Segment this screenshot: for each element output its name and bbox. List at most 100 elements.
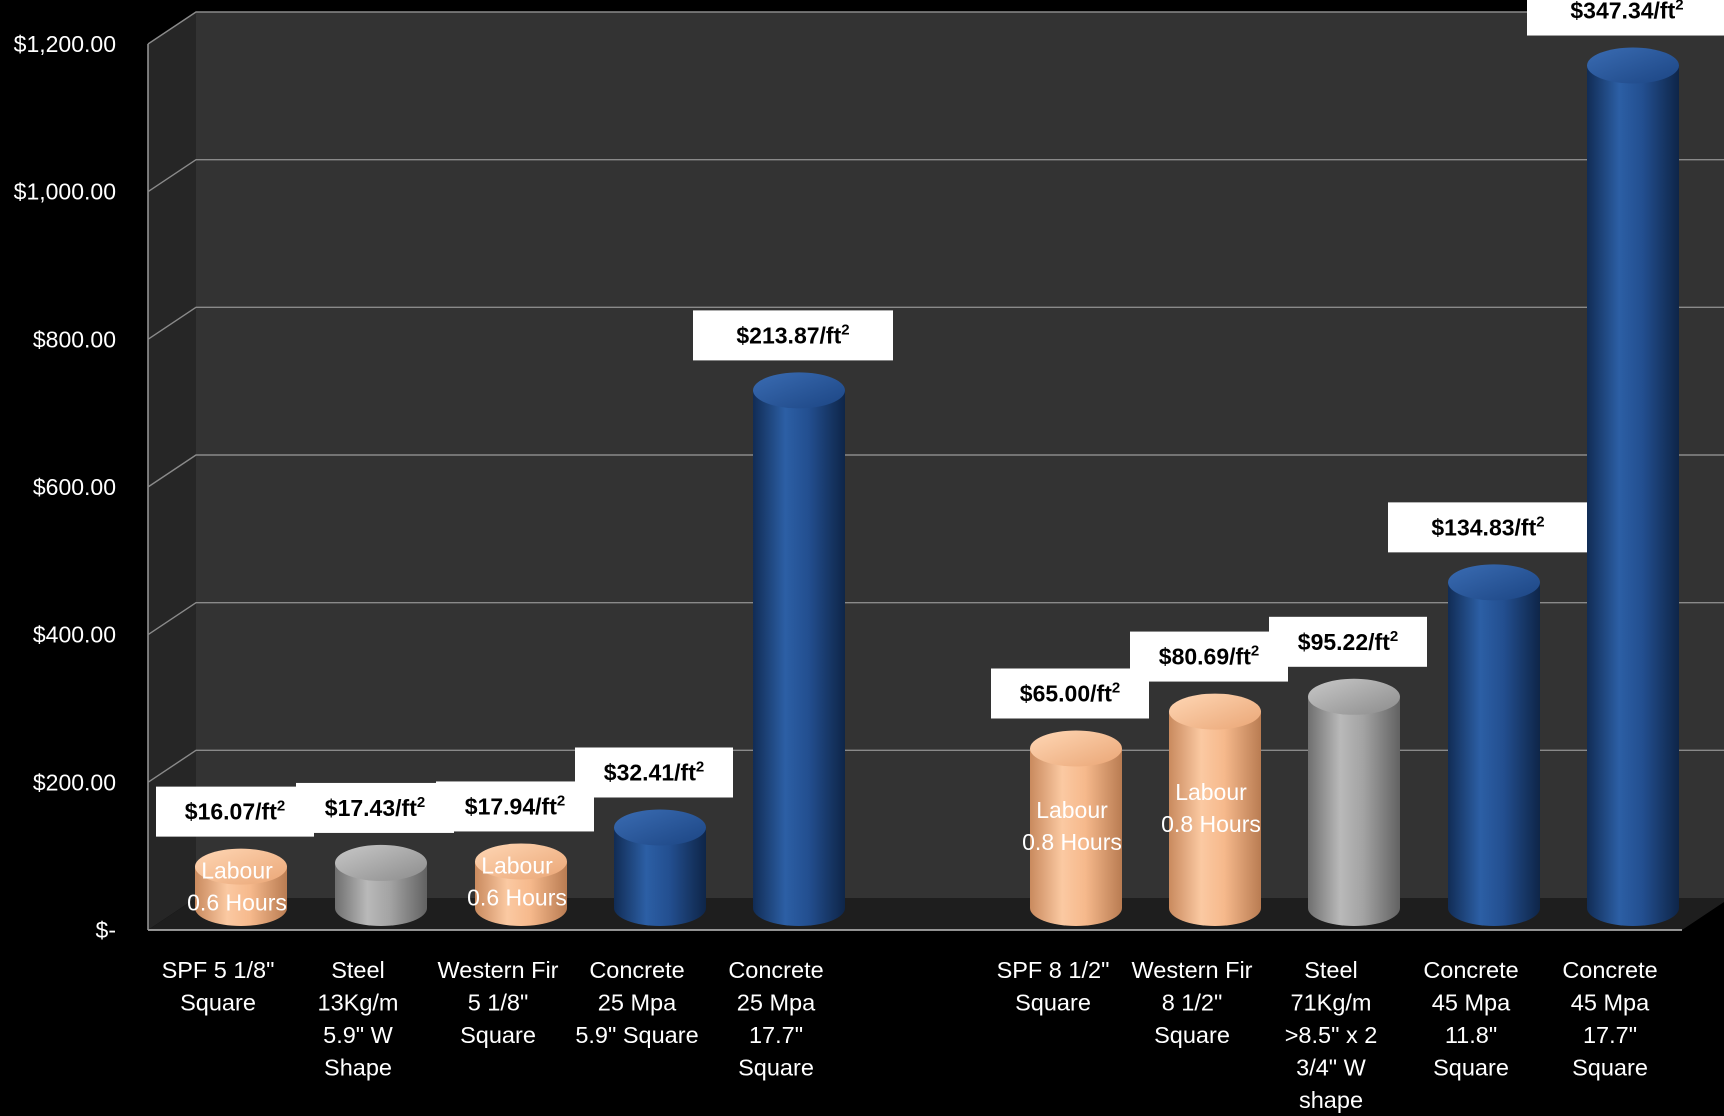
gridline bbox=[147, 454, 1724, 488]
bar-top bbox=[753, 372, 845, 409]
y-tick-label: $200.00 bbox=[33, 769, 116, 795]
x-category-line: 25 Mpa bbox=[737, 990, 816, 1016]
y-tick-label: $800.00 bbox=[33, 326, 116, 352]
x-category-line: Square bbox=[1572, 1055, 1648, 1081]
callout-box bbox=[1527, 0, 1724, 36]
callout-text: $80.69/ft2 bbox=[1159, 643, 1259, 670]
bar-inner-label: Labour bbox=[1036, 797, 1108, 823]
x-category-line: SPF 5 1/8" bbox=[162, 957, 275, 983]
bar-body bbox=[1308, 696, 1400, 926]
bar-inner-label: Labour bbox=[481, 852, 553, 878]
x-category-line: 25 Mpa bbox=[598, 990, 677, 1016]
bar-body bbox=[753, 390, 845, 926]
bar-body bbox=[1448, 582, 1540, 926]
bar-8: $95.22/ft2 bbox=[1269, 616, 1427, 926]
bar-body bbox=[475, 861, 567, 926]
callout-text: $95.22/ft2 bbox=[1298, 628, 1398, 655]
x-category-line: Square bbox=[738, 1055, 814, 1081]
x-category-label: Steel 71Kg/m >8.5" x 2 3/4" W shape bbox=[1285, 957, 1378, 1113]
callout-text: $17.43/ft2 bbox=[325, 794, 425, 821]
gridline bbox=[147, 306, 1724, 340]
value-callout: $17.43/ft2 bbox=[296, 782, 454, 833]
x-category-line: SPF 8 1/2" bbox=[997, 957, 1110, 983]
callout-value: $16.07/ft bbox=[185, 799, 277, 825]
bar-top bbox=[614, 809, 706, 846]
x-category-label: SPF 5 1/8" Square bbox=[162, 957, 275, 1016]
x-category-line: Western Fir bbox=[438, 957, 559, 983]
callout-box bbox=[991, 668, 1149, 719]
callout-value: $347.34/ft bbox=[1570, 0, 1675, 24]
callout-superscript: 2 bbox=[1390, 628, 1398, 645]
bar-4: $32.41/ft2 bbox=[575, 747, 733, 926]
bar-inner-label: Labour bbox=[1175, 779, 1247, 805]
bar-inner-label: 0.6 Hours bbox=[187, 890, 287, 916]
bar-inner-label: 0.8 Hours bbox=[1161, 811, 1261, 837]
x-category-line: 45 Mpa bbox=[1432, 990, 1511, 1016]
callout-box bbox=[156, 786, 314, 837]
x-category-label: Concrete 45 Mpa 17.7" Square bbox=[1562, 957, 1657, 1081]
bar-body bbox=[1587, 65, 1679, 927]
callout-value: $80.69/ft bbox=[1159, 644, 1251, 670]
callout-value: $32.41/ft bbox=[604, 759, 696, 785]
bar-inner-label: Labour bbox=[201, 858, 273, 884]
callout-text: $17.94/ft2 bbox=[465, 792, 565, 819]
x-category-line: 71Kg/m bbox=[1291, 990, 1372, 1016]
callout-superscript: 2 bbox=[417, 794, 425, 811]
callout-text: $16.07/ft2 bbox=[185, 798, 285, 825]
y-tick-label: $400.00 bbox=[33, 622, 116, 648]
bar-5: $213.87/ft2 bbox=[693, 310, 893, 926]
value-callout: $213.87/ft2 bbox=[693, 310, 893, 361]
bar-top bbox=[1587, 47, 1679, 84]
x-category-label: Concrete 25 Mpa 17.7" Square bbox=[728, 957, 823, 1081]
x-category-line: Square bbox=[180, 990, 256, 1016]
gridline bbox=[147, 601, 1724, 636]
callout-superscript: 2 bbox=[1675, 0, 1683, 14]
callout-superscript: 2 bbox=[696, 758, 704, 775]
y-tick-label: $1,000.00 bbox=[14, 179, 116, 205]
callout-superscript: 2 bbox=[1536, 513, 1544, 530]
y-axis-ticks: $- $200.00 $400.00 $600.00 $800.00 $1,000.00 $… bbox=[14, 31, 116, 943]
callout-box bbox=[693, 310, 893, 361]
value-callout: $32.41/ft2 bbox=[575, 747, 733, 798]
x-category-line: Concrete bbox=[728, 957, 823, 983]
x-category-line: 13Kg/m bbox=[318, 990, 399, 1016]
x-category-line: 17.7" bbox=[749, 1022, 803, 1048]
x-category-line: Square bbox=[1015, 990, 1091, 1016]
value-callout: $17.94/ft2 bbox=[436, 781, 594, 832]
x-category-line: Concrete bbox=[589, 957, 684, 983]
x-category-line: 5.9" W bbox=[323, 1022, 394, 1048]
bar-1: Labour 0.6 Hours $16.07/ft2 bbox=[156, 786, 314, 926]
callout-superscript: 2 bbox=[277, 798, 285, 815]
callout-box bbox=[575, 747, 733, 798]
x-category-label: SPF 8 1/2" Square bbox=[997, 957, 1110, 1016]
y-tick-label: $- bbox=[96, 917, 116, 943]
callout-text: $213.87/ft2 bbox=[736, 321, 849, 348]
callout-box bbox=[1269, 616, 1427, 667]
gridlines bbox=[147, 11, 1724, 783]
x-category-line: Concrete bbox=[1562, 957, 1657, 983]
x-category-label: Western Fir 8 1/2" Square bbox=[1132, 957, 1253, 1048]
callout-box bbox=[1130, 631, 1288, 682]
value-callout: $16.07/ft2 bbox=[156, 786, 314, 837]
callout-value: $213.87/ft bbox=[736, 322, 841, 348]
x-category-line: 5.9" Square bbox=[575, 1022, 698, 1048]
callout-superscript: 2 bbox=[841, 321, 849, 338]
x-category-line: >8.5" x 2 bbox=[1285, 1022, 1378, 1048]
x-category-line: Square bbox=[1154, 1022, 1230, 1048]
y-tick-label: $600.00 bbox=[33, 474, 116, 500]
bar-top bbox=[1030, 730, 1122, 767]
callout-value: $95.22/ft bbox=[1298, 629, 1390, 655]
bar-top bbox=[195, 848, 287, 885]
value-callout: $95.22/ft2 bbox=[1269, 616, 1427, 667]
callout-text: $65.00/ft2 bbox=[1020, 679, 1120, 706]
gridline bbox=[147, 158, 1724, 193]
bar-top bbox=[335, 844, 427, 881]
callout-value: $65.00/ft bbox=[1020, 680, 1112, 706]
bar-body bbox=[1169, 711, 1261, 926]
x-category-line: shape bbox=[1299, 1087, 1363, 1113]
callout-value: $17.94/ft bbox=[465, 793, 557, 819]
callout-box bbox=[1388, 502, 1588, 553]
bar-top bbox=[1308, 678, 1400, 715]
gridline bbox=[147, 11, 1724, 45]
bar-inner-label: 0.6 Hours bbox=[467, 884, 567, 910]
